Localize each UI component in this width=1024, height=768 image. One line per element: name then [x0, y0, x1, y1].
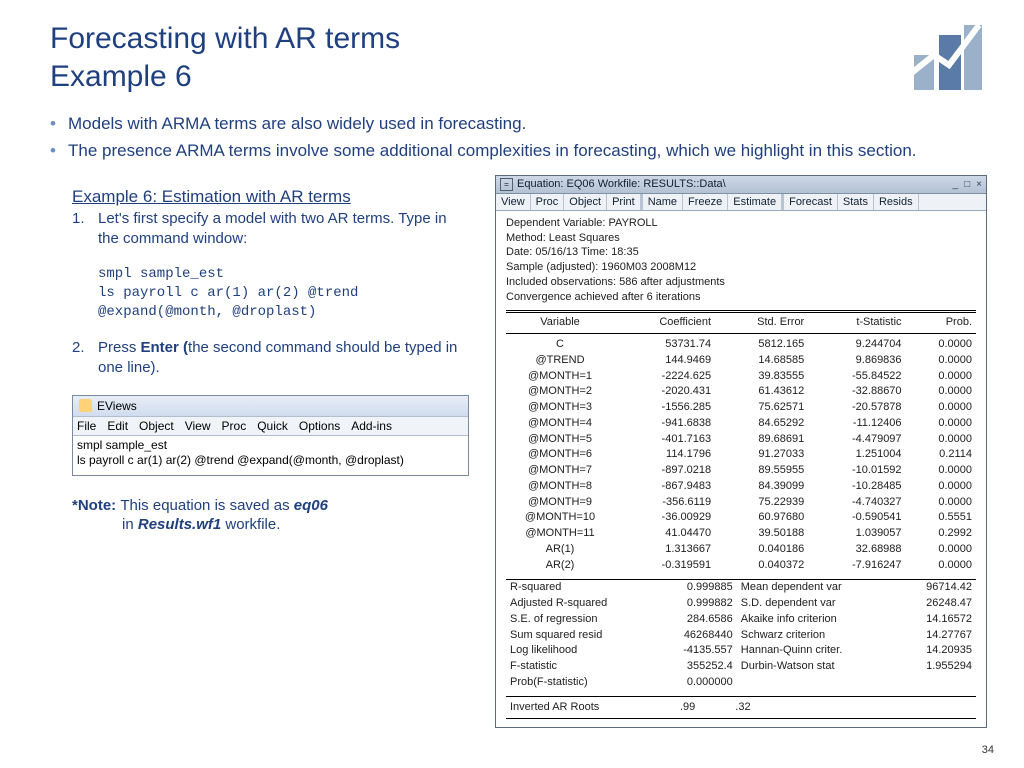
note-text: *Note: This equation is saved as eq06 in… — [72, 496, 470, 535]
slide-title: Forecasting with AR terms Example 6 — [50, 20, 984, 95]
page-number: 34 — [982, 744, 994, 756]
eq-icon: = — [500, 178, 513, 191]
bullet-1: Models with ARMA terms are also widely u… — [50, 113, 984, 136]
eviews-title: EViews — [97, 399, 137, 413]
eviews-screenshot: EViews File Edit Object View Proc Quick … — [72, 395, 469, 476]
logo-icon — [904, 15, 984, 95]
step-2: 2.Press Enter (the second command should… — [50, 338, 470, 379]
eviews-app-icon — [79, 399, 92, 412]
output-window: = Equation: EQ06 Workfile: RESULTS::Data… — [495, 175, 987, 729]
example-title: Example 6: Estimation with AR terms — [50, 187, 470, 207]
eviews-menubar: File Edit Object View Proc Quick Options… — [73, 417, 468, 436]
window-controls[interactable]: _□× — [953, 179, 982, 190]
inverted-roots: Inverted AR Roots .99 .32 — [506, 696, 976, 720]
intro-bullets: Models with ARMA terms are also widely u… — [50, 113, 984, 163]
step-1: 1.Let's first specify a model with two A… — [50, 209, 470, 250]
output-toolbar[interactable]: View Proc Object Print Name Freeze Estim… — [496, 194, 986, 211]
eviews-command-body: smpl sample_est ls payroll c ar(1) ar(2)… — [73, 436, 468, 475]
stats-table: R-squared0.999885Mean dependent var96714… — [506, 579, 976, 690]
coefficient-table: Variable Coefficient Std. Error t-Statis… — [506, 312, 976, 573]
output-header: Dependent Variable: PAYROLL Method: Leas… — [506, 217, 976, 305]
output-title: Equation: EQ06 Workfile: RESULTS::Data\ — [517, 178, 726, 190]
bullet-2: The presence ARMA terms involve some add… — [50, 140, 984, 163]
command-code: smpl sample_est ls payroll c ar(1) ar(2)… — [98, 265, 470, 322]
